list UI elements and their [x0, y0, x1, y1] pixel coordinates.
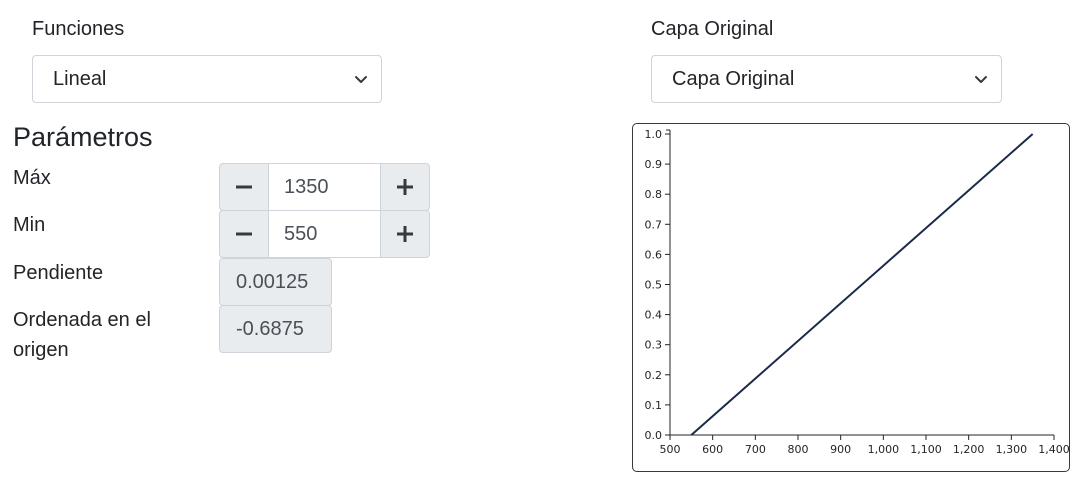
- slope-label: Pendiente: [13, 262, 104, 284]
- functions-select[interactable]: Lineal: [32, 55, 382, 103]
- y-tick-label: 0.1: [645, 399, 663, 412]
- max-increment-button[interactable]: [380, 163, 430, 211]
- x-tick-label: 500: [660, 443, 681, 456]
- x-tick-label: 800: [788, 443, 809, 456]
- intercept-value: -0.6875: [219, 305, 332, 353]
- functions-select-value: Lineal: [53, 67, 107, 90]
- line-chart: 0.0 0.1 0.2 0.3 0.4 0.5 0.6 0.7 0.8 0.9 1.0 500 600 7…: [645, 128, 1070, 456]
- x-tick-label: 1,000: [868, 443, 900, 456]
- plus-icon: [397, 226, 413, 242]
- y-tick-label: 0.2: [645, 369, 663, 382]
- y-tick-label: 0.5: [645, 279, 663, 292]
- max-label: Máx: [13, 167, 51, 189]
- y-tick-label: 0.8: [645, 188, 663, 201]
- x-tick-label: 700: [745, 443, 766, 456]
- min-input[interactable]: 550: [269, 210, 380, 258]
- x-tick-label: 1,300: [996, 443, 1028, 456]
- plus-icon: [397, 179, 413, 195]
- max-input[interactable]: 1350: [269, 163, 380, 211]
- layer-select-value: Capa Original: [672, 67, 795, 90]
- y-tick-label: 0.7: [645, 218, 663, 231]
- min-stepper: 550: [219, 210, 430, 258]
- minus-icon: [236, 232, 252, 236]
- min-decrement-button[interactable]: [219, 210, 269, 258]
- y-tick-label: 0.3: [645, 339, 663, 352]
- x-tick-label: 1,100: [910, 443, 942, 456]
- layer-label: Capa Original: [651, 18, 774, 40]
- y-tick-label: 0.6: [645, 248, 663, 261]
- max-decrement-button[interactable]: [219, 163, 269, 211]
- y-tick-label: 1.0: [645, 128, 663, 141]
- parameters-heading: Parámetros: [13, 122, 153, 152]
- functions-label: Funciones: [32, 18, 125, 40]
- min-label: Min: [13, 214, 46, 236]
- max-stepper: 1350: [219, 163, 430, 211]
- y-tick-label: 0.4: [645, 309, 663, 322]
- y-tick-label: 0.9: [645, 158, 663, 171]
- layer-select[interactable]: Capa Original: [651, 55, 1002, 103]
- min-increment-button[interactable]: [380, 210, 430, 258]
- chevron-down-icon: [975, 76, 987, 83]
- x-tick-label: 1,200: [953, 443, 985, 456]
- slope-value: 0.00125: [219, 258, 332, 306]
- x-tick-label: 900: [830, 443, 851, 456]
- x-tick-label: 600: [702, 443, 723, 456]
- x-tick-label: 1,400: [1038, 443, 1070, 456]
- chevron-down-icon: [355, 76, 367, 83]
- chart-panel: 0.0 0.1 0.2 0.3 0.4 0.5 0.6 0.7 0.8 0.9 1.0 500 600 7…: [632, 123, 1070, 472]
- intercept-label: Ordenada en el origen: [13, 309, 151, 361]
- y-tick-label: 0.0: [645, 429, 663, 442]
- series-line: [690, 133, 1034, 436]
- minus-icon: [236, 185, 252, 189]
